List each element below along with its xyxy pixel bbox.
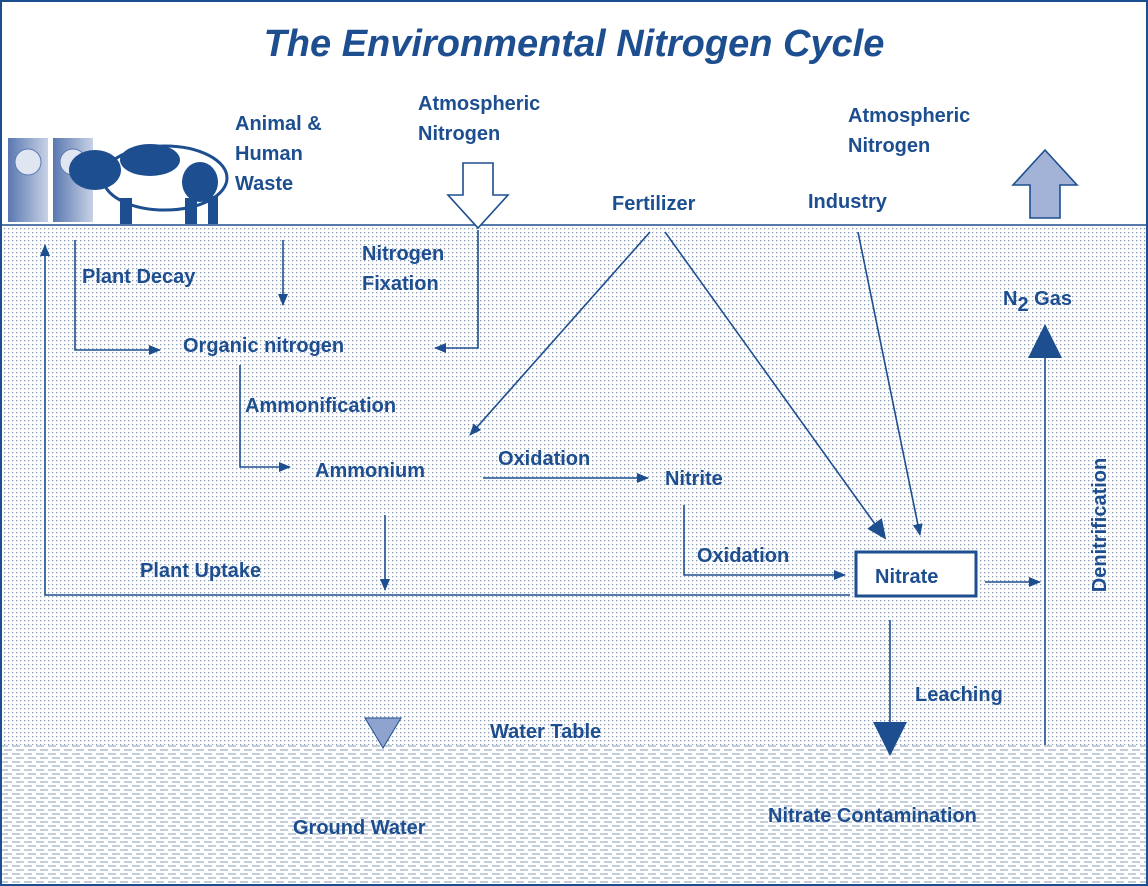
n2-gas-label: N2 Gas xyxy=(1003,288,1072,316)
label: Nitrogen xyxy=(418,123,500,145)
n2-gas-subscript: 2 xyxy=(1017,294,1028,316)
label: Oxidation xyxy=(697,545,789,567)
label: Oxidation xyxy=(498,448,590,470)
label: Denitrification xyxy=(1089,458,1111,592)
label: Ammonium xyxy=(315,460,425,482)
label: Nitrogen xyxy=(848,135,930,157)
label: Fixation xyxy=(362,273,439,295)
label: Organic nitrogen xyxy=(183,335,344,357)
nitrate-box xyxy=(854,550,978,598)
label: Industry xyxy=(808,191,888,213)
arrows xyxy=(40,230,1062,756)
label: Waste xyxy=(235,173,293,195)
label: Plant Decay xyxy=(82,266,196,288)
label: Animal & xyxy=(235,113,322,135)
n2-gas-symbol: N xyxy=(1003,288,1017,310)
label: Leaching xyxy=(915,684,1003,706)
label: Nitrogen xyxy=(362,243,444,265)
label: Nitrate xyxy=(875,566,938,588)
label: Atmospheric xyxy=(848,105,970,127)
title: The Environmental Nitrogen Cycle xyxy=(264,23,885,65)
atmospheric-input-arrow xyxy=(446,162,510,230)
ground-water-layer xyxy=(0,745,1148,886)
n2-gas-rest: Gas xyxy=(1029,288,1072,310)
label: Human xyxy=(235,143,303,165)
label: Atmospheric xyxy=(418,93,540,115)
label: Fertilizer xyxy=(612,193,696,215)
label: Water Table xyxy=(490,721,601,743)
label: Ammonification xyxy=(245,395,396,417)
label: Ground Water xyxy=(293,817,426,839)
soil xyxy=(0,225,1148,745)
cow xyxy=(69,144,229,224)
water-table-marker xyxy=(364,717,402,749)
label: Nitrate Contamination xyxy=(768,805,977,827)
label: Nitrite xyxy=(665,468,723,490)
label: Plant Uptake xyxy=(140,560,261,582)
atmospheric-output-arrow xyxy=(1011,148,1079,219)
